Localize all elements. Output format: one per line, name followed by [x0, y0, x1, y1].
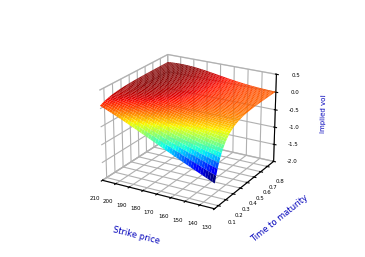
Y-axis label: Time to maturity: Time to maturity	[249, 193, 309, 244]
X-axis label: Strike price: Strike price	[112, 226, 161, 246]
